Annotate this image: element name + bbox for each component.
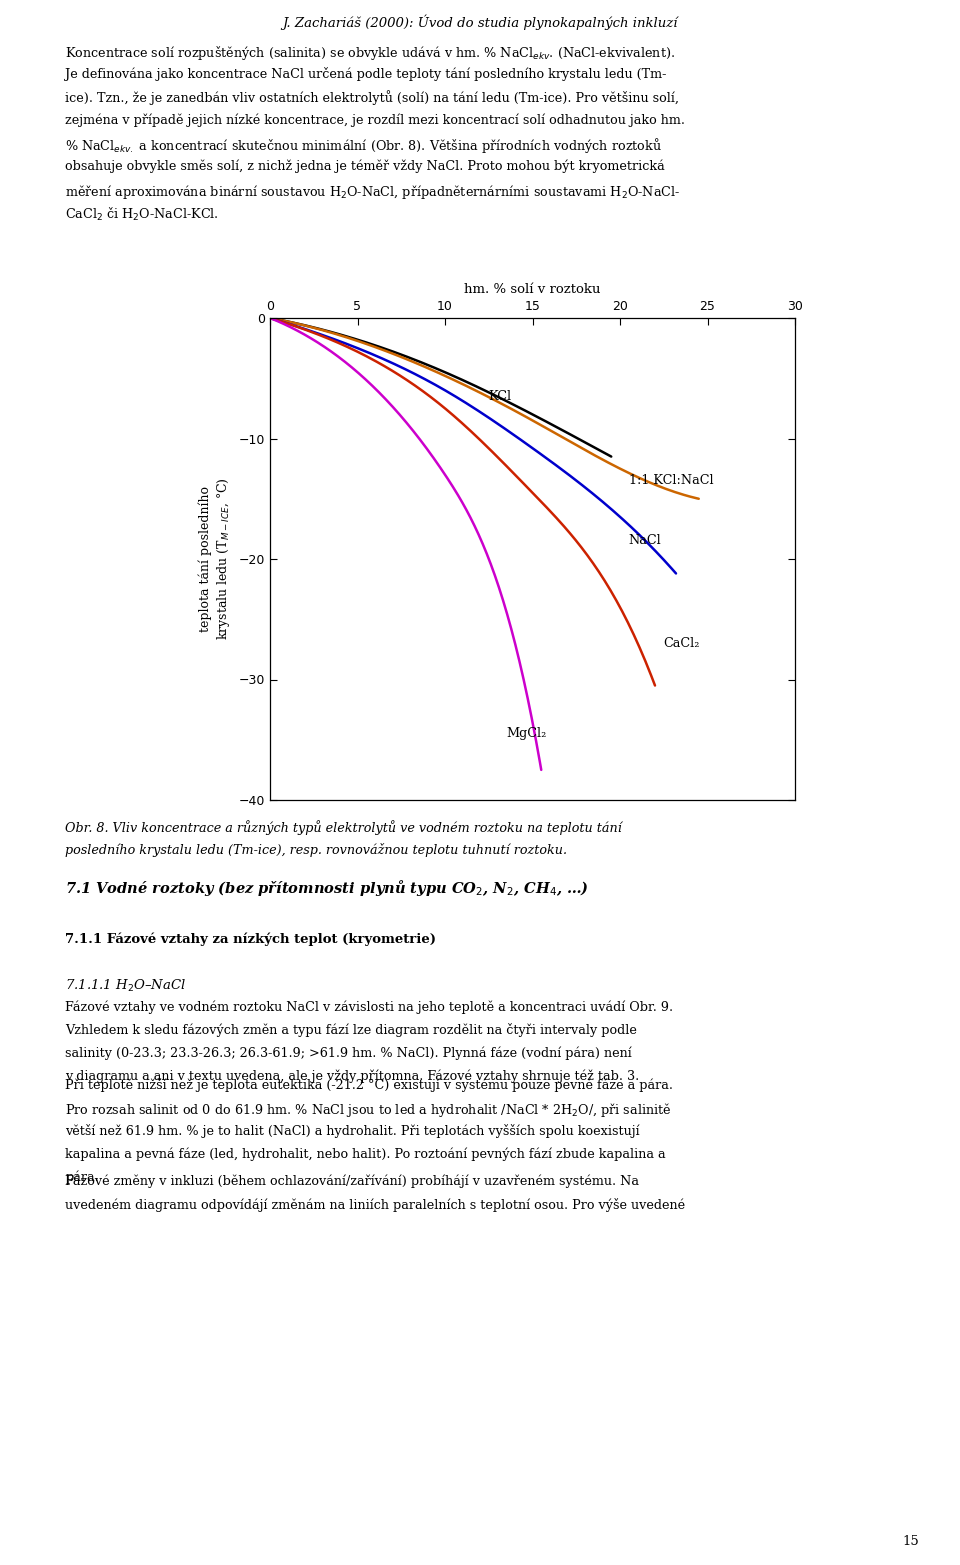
Text: 7.1 Vodné roztoky (bez přítomnosti plynů typu CO$_2$, N$_2$, CH$_4$, …): 7.1 Vodné roztoky (bez přítomnosti plynů…	[65, 878, 589, 898]
Text: ice). Tzn., že je zanedbán vliv ostatních elektrolytů (solí) na tání ledu (Tm-ic: ice). Tzn., že je zanedbán vliv ostatníc…	[65, 91, 680, 105]
Text: kapalina a pevná fáze (led, hydrohalit, nebo halit). Po roztoání pevných fází zb: kapalina a pevná fáze (led, hydrohalit, …	[65, 1147, 666, 1161]
Text: uvedeném diagramu odpovídájí změnám na liniích paralelních s teplotní osou. Pro : uvedeném diagramu odpovídájí změnám na l…	[65, 1199, 685, 1211]
Text: měření aproximována binární soustavou H$_2$O-NaCl, případněternárními soustavami: měření aproximována binární soustavou H$…	[65, 183, 681, 200]
Text: CaCl$_2$ či H$_2$O-NaCl-KCl.: CaCl$_2$ či H$_2$O-NaCl-KCl.	[65, 205, 219, 222]
Text: větší než 61.9 hm. % je to halit (NaCl) a hydrohalit. Při teplotách vyšších spol: větší než 61.9 hm. % je to halit (NaCl) …	[65, 1124, 640, 1138]
Text: Fázové vztahy ve vodném roztoku NaCl v závislosti na jeho teplotě a koncentraci : Fázové vztahy ve vodném roztoku NaCl v z…	[65, 1000, 673, 1014]
Text: NaCl: NaCl	[629, 534, 661, 548]
Text: Koncentrace solí rozpuštěných (salinita) se obvykle udává v hm. % NaCl$_{ekv}$. : Koncentrace solí rozpuštěných (salinita)…	[65, 44, 676, 63]
Text: salinity (0-23.3; 23.3-26.3; 26.3-61.9; >61.9 hm. % NaCl). Plynná fáze (vodní pá: salinity (0-23.3; 23.3-26.3; 26.3-61.9; …	[65, 1045, 632, 1060]
Text: v diagramu a ani v textu uvedena, ale je vždy přítomna. Fázové vztahy shrnuje té: v diagramu a ani v textu uvedena, ale je…	[65, 1069, 639, 1083]
Text: pára.: pára.	[65, 1171, 99, 1183]
Text: MgCl₂: MgCl₂	[506, 728, 546, 740]
Text: zejména v případě jejich nízké koncentrace, je rozdíl mezi koncentrací solí odha: zejména v případě jejich nízké koncentra…	[65, 113, 685, 127]
Text: Je definována jako koncentrace NaCl určená podle teploty tání posledního krystal: Je definována jako koncentrace NaCl urče…	[65, 67, 666, 81]
Text: J. Zachariáš (2000): Úvod do studia plynokapalných inkluzí: J. Zachariáš (2000): Úvod do studia plyn…	[282, 16, 678, 30]
Text: 1:1 KCl:NaCl: 1:1 KCl:NaCl	[629, 474, 713, 487]
Text: 7.1.1 Fázové vztahy za nízkých teplot (kryometrie): 7.1.1 Fázové vztahy za nízkých teplot (k…	[65, 933, 436, 945]
Text: posledního krystalu ledu (Tm-ice), resp. rovnovážnou teplotu tuhnutí roztoku.: posledního krystalu ledu (Tm-ice), resp.…	[65, 844, 567, 858]
Text: 7.1.1.1 H$_2$O–NaCl: 7.1.1.1 H$_2$O–NaCl	[65, 978, 186, 994]
Text: Fázové změny v inkluzi (během ochlazování/zařívání) probíhájí v uzavřeném systém: Fázové změny v inkluzi (během ochlazován…	[65, 1175, 639, 1188]
Text: KCl: KCl	[489, 390, 512, 402]
Text: Obr. 8. Vliv koncentrace a různých typů elektrolytů ve vodném roztoku na teplotu: Obr. 8. Vliv koncentrace a různých typů …	[65, 820, 622, 834]
Text: Vzhledem k sledu fázových změn a typu fází lze diagram rozdělit na čtyři interva: Vzhledem k sledu fázových změn a typu fá…	[65, 1024, 637, 1038]
Text: Při teplotě nižší než je teplota eutektika (-21.2 °C) existují v systému pouze p: Při teplotě nižší než je teplota eutekti…	[65, 1078, 673, 1092]
Text: 15: 15	[903, 1535, 920, 1548]
Y-axis label: teplota tání posledního
krystalu ledu (T$_{M-ICE}$, °C): teplota tání posledního krystalu ledu (T…	[199, 477, 231, 640]
Text: Pro rozsah salinit od 0 do 61.9 hm. % NaCl jsou to led a hydrohalit /NaCl * 2H$_: Pro rozsah salinit od 0 do 61.9 hm. % Na…	[65, 1102, 672, 1119]
Text: CaCl₂: CaCl₂	[663, 637, 700, 649]
Text: % NaCl$_{ekv.}$ a koncentrací skutečnou minimální (Obr. 8). Většina přírodních v: % NaCl$_{ekv.}$ a koncentrací skutečnou …	[65, 136, 662, 155]
X-axis label: hm. % solí v roztoku: hm. % solí v roztoku	[465, 283, 601, 296]
Text: obsahuje obvykle směs solí, z nichž jedna je téměř vždy NaCl. Proto mohou být kr: obsahuje obvykle směs solí, z nichž jedn…	[65, 160, 665, 172]
